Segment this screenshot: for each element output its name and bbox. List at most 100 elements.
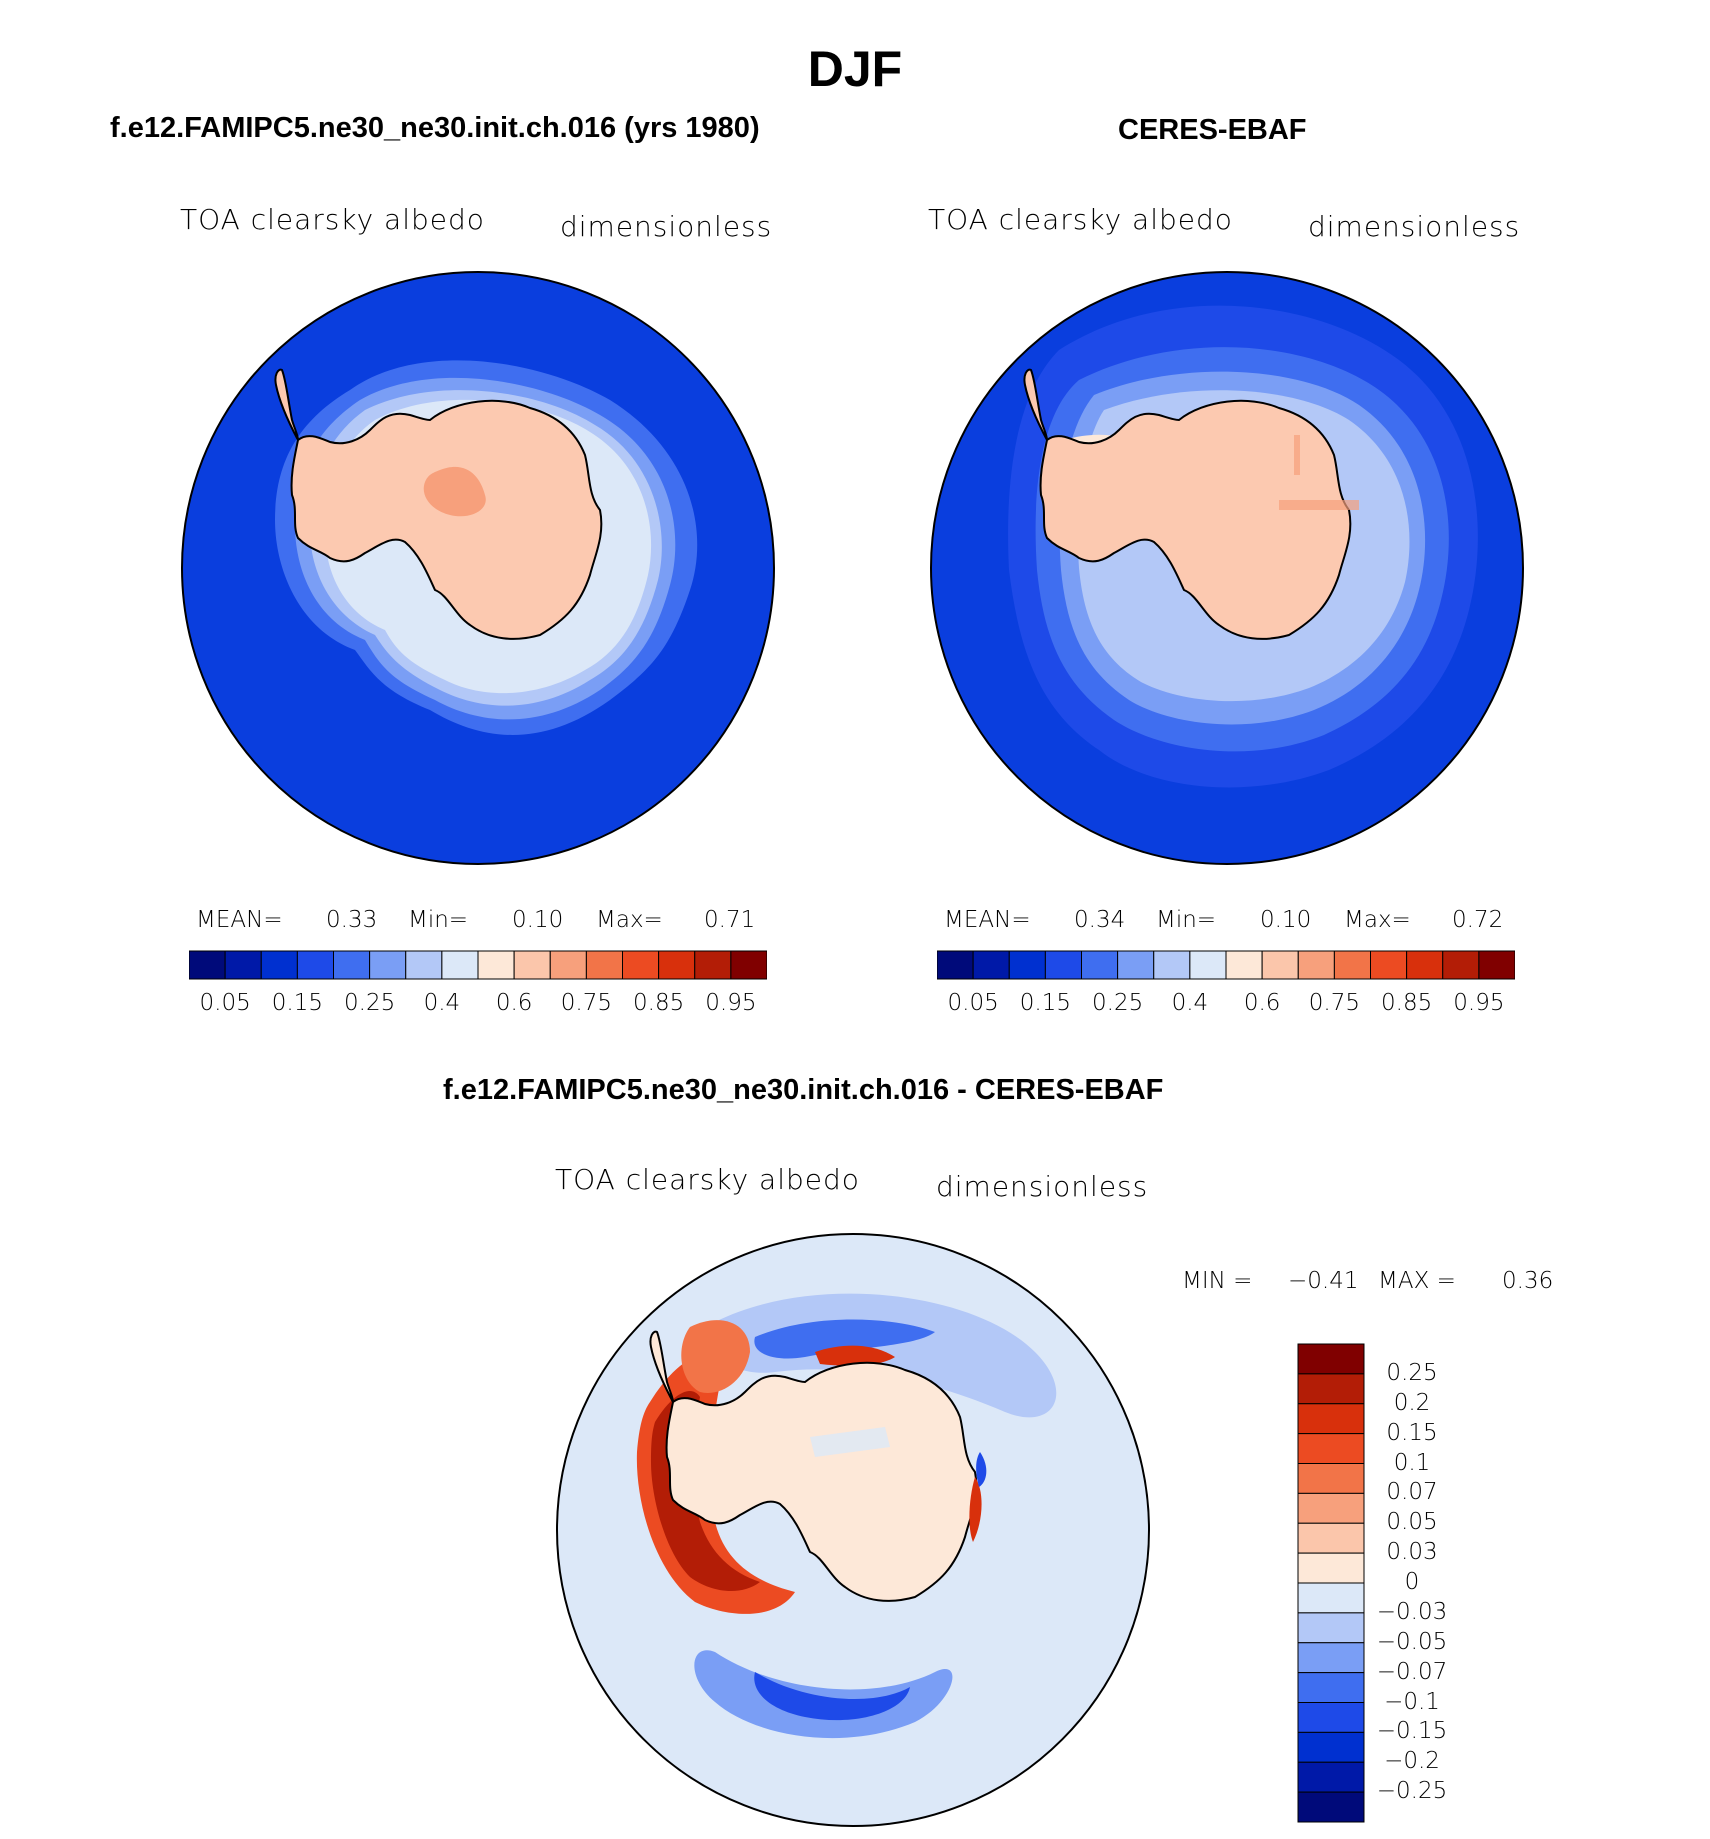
- diff-colorbar-swatch: [1297, 1642, 1365, 1674]
- diff-colorbar-swatch: [1297, 1582, 1365, 1614]
- panel-2-map: [930, 271, 1524, 865]
- panel-2-min-value: 0.10: [1260, 907, 1312, 933]
- panel-2-colorbar-swatch: [1081, 950, 1119, 980]
- diff-max-value: 0.36: [1502, 1268, 1554, 1294]
- panel-2-variable: TOA clearsky albedo: [928, 203, 1233, 236]
- diff-panel-units: dimensionless: [936, 1170, 1149, 1203]
- panel-2-colorbar-swatch: [1008, 950, 1046, 980]
- panel-2-colorbar-swatch: [1189, 950, 1227, 980]
- panel-1-max-label: Max=: [596, 907, 663, 933]
- panel-2-min-label: Min=: [1156, 907, 1217, 933]
- panel-1-colorbar-swatch: [405, 950, 443, 980]
- panel-2-colorbar-swatch: [1478, 950, 1515, 980]
- diff-colorbar-swatch: [1297, 1552, 1365, 1584]
- diff-colorbar-swatch: [1297, 1522, 1365, 1554]
- panel-1-units: dimensionless: [560, 210, 773, 243]
- diff-colorbar-tick-label: −0.25: [1376, 1778, 1448, 1805]
- panel-1-colorbar-swatch: [260, 950, 298, 980]
- diff-colorbar-tick-label: 0.1: [1393, 1449, 1431, 1476]
- diff-colorbar-swatch: [1297, 1433, 1365, 1464]
- panel-2-colorbar-swatch: [1117, 950, 1155, 980]
- panel-1-colorbar-tick-label: 0.6: [495, 990, 533, 1016]
- diff-colorbar-swatch: [1297, 1791, 1365, 1823]
- panel-2-colorbar-tick-label: 0.95: [1453, 990, 1505, 1016]
- diff-colorbar-swatch: [1297, 1731, 1365, 1763]
- diff-colorbar-swatch: [1297, 1761, 1365, 1793]
- diff-max-label: MAX =: [1378, 1268, 1456, 1294]
- panel-1-colorbar-swatch: [224, 950, 262, 980]
- diff-colorbar-swatch: [1297, 1343, 1365, 1375]
- panel-2-colorbar-swatch: [1370, 950, 1408, 980]
- panel-2-colorbar-swatch: [937, 950, 974, 980]
- diff-colorbar-tick-label: −0.07: [1376, 1658, 1448, 1685]
- panel-1-colorbar-swatch: [333, 950, 371, 980]
- panel-1-colorbar-swatch: [585, 950, 623, 980]
- panel-2-colorbar-tick-label: 0.25: [1092, 990, 1144, 1016]
- panel-1-variable: TOA clearsky albedo: [180, 203, 485, 236]
- diff-colorbar-swatch: [1297, 1702, 1365, 1733]
- panel-2-colorbar-swatch: [1406, 950, 1444, 980]
- panel-2-colorbar: [937, 950, 1515, 980]
- panel-1-colorbar-swatch: [189, 950, 226, 980]
- diff-colorbar-swatch: [1297, 1672, 1365, 1703]
- panel-1-title: f.e12.FAMIPC5.ne30_ne30.init.ch.016 (yrs…: [110, 112, 760, 144]
- panel-1-colorbar-tick-label: 0.85: [633, 990, 685, 1016]
- panel-1-colorbar-tick-label: 0.15: [271, 990, 323, 1016]
- panel-1-colorbar-tick-label: 0.4: [423, 990, 461, 1016]
- diff-panel-variable: TOA clearsky albedo: [555, 1163, 860, 1196]
- panel-2-colorbar-swatch: [1153, 950, 1191, 980]
- panel-2-max-label: Max=: [1344, 907, 1411, 933]
- panel-1-mean-value: 0.33: [326, 907, 378, 933]
- panel-1-colorbar-swatch: [513, 950, 551, 980]
- panel-1-colorbar-swatch: [549, 950, 587, 980]
- diff-min-value: −0.41: [1288, 1268, 1359, 1294]
- panel-1-colorbar-swatch: [296, 950, 334, 980]
- panel-2-colorbar-tick-label: 0.15: [1019, 990, 1071, 1016]
- panel-2-colorbar-tick-label: 0.4: [1171, 990, 1209, 1016]
- diff-colorbar-tick-label: −0.2: [1384, 1748, 1440, 1775]
- panel-2-colorbar-swatch: [1261, 950, 1299, 980]
- panel-1-colorbar-swatch: [694, 950, 732, 980]
- diff-colorbar-tick-label: −0.05: [1376, 1628, 1448, 1655]
- diff-panel-title: f.e12.FAMIPC5.ne30_ne30.init.ch.016 - CE…: [443, 1074, 1164, 1106]
- panel-1-colorbar-tick-label: 0.05: [199, 990, 251, 1016]
- panel-1-colorbar: [189, 950, 767, 980]
- diff-colorbar-tick-label: −0.15: [1376, 1718, 1448, 1745]
- panel-1-min-label: Min=: [408, 907, 469, 933]
- diff-colorbar-swatch: [1297, 1612, 1365, 1644]
- diff-colorbar-tick-label: 0.15: [1386, 1419, 1438, 1446]
- panel-2-colorbar-swatch: [972, 950, 1010, 980]
- panel-1-min-value: 0.10: [512, 907, 564, 933]
- panel-1-max-value: 0.71: [704, 907, 756, 933]
- panel-2-max-value: 0.72: [1452, 907, 1504, 933]
- panel-1-colorbar-tick-label: 0.75: [560, 990, 612, 1016]
- panel-1-colorbar-swatch: [658, 950, 696, 980]
- diff-colorbar-tick-label: −0.1: [1384, 1688, 1440, 1715]
- panel-1-colorbar-swatch: [441, 950, 479, 980]
- diff-colorbar-swatch: [1297, 1492, 1365, 1524]
- panel-2-colorbar-swatch: [1333, 950, 1371, 980]
- panel-2-title: CERES-EBAF: [1118, 114, 1307, 146]
- diff-colorbar-swatch: [1297, 1373, 1365, 1405]
- panel-1-mean-label: MEAN=: [196, 907, 283, 933]
- diff-colorbar-swatch: [1297, 1463, 1365, 1494]
- diff-colorbar-swatch: [1297, 1403, 1365, 1435]
- diff-colorbar-tick-label: 0: [1404, 1569, 1420, 1595]
- panel-1-colorbar-tick-label: 0.25: [344, 990, 396, 1016]
- main-title: DJF: [807, 41, 903, 97]
- panel-2-mean-value: 0.34: [1074, 907, 1126, 933]
- panel-2-colorbar-tick-label: 0.05: [947, 990, 999, 1016]
- panel-2-colorbar-tick-label: 0.85: [1381, 990, 1433, 1016]
- panel-1-map: [181, 271, 775, 865]
- panel-1-colorbar-swatch: [477, 950, 515, 980]
- diff-colorbar-tick-label: 0.03: [1386, 1539, 1438, 1566]
- panel-1-colorbar-swatch: [622, 950, 660, 980]
- diff-colorbar: [1297, 1343, 1365, 1823]
- panel-2-units: dimensionless: [1308, 210, 1521, 243]
- panel-2-colorbar-swatch: [1044, 950, 1082, 980]
- panel-1-colorbar-swatch: [369, 950, 407, 980]
- panel-2-colorbar-tick-label: 0.6: [1243, 990, 1281, 1016]
- panel-2-mean-label: MEAN=: [944, 907, 1031, 933]
- panel-2-colorbar-swatch: [1297, 950, 1335, 980]
- panel-2-colorbar-swatch: [1442, 950, 1480, 980]
